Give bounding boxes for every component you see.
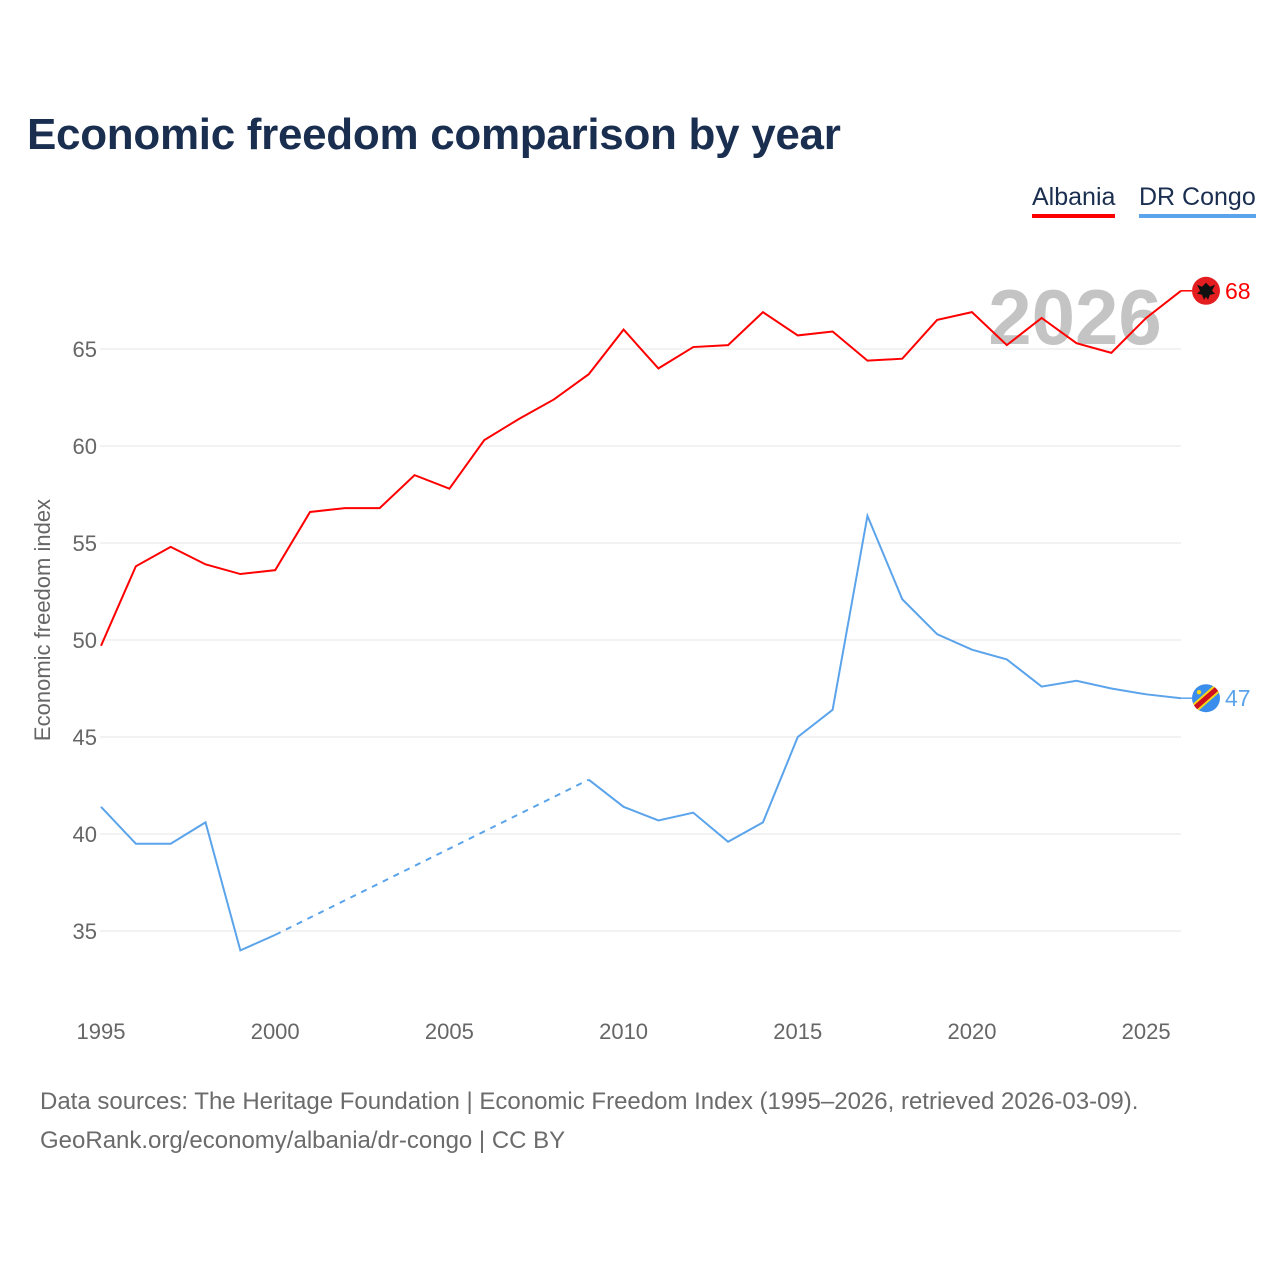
y-tick-label: 35 — [73, 919, 97, 944]
legend-label: Albania — [1032, 183, 1116, 211]
x-tick-label: 2005 — [425, 1019, 474, 1044]
end-value-label-dr-congo: 47 — [1225, 685, 1251, 711]
line-chart: 2026 35 40 45 50 55 60 65 1995 2000 2005 2010 2015 20… — [30, 273, 1251, 1044]
x-tick-label: 1995 — [77, 1019, 126, 1044]
albania-flag-icon — [1192, 276, 1220, 305]
chart-title: Economic freedom comparison by year — [27, 110, 841, 159]
y-tick-label: 55 — [73, 531, 97, 556]
year-watermark: 2026 — [988, 273, 1162, 361]
legend-albania[interactable]: Albania — [1032, 183, 1116, 218]
flag-eagle — [1197, 282, 1215, 300]
x-tick-label: 2010 — [599, 1019, 648, 1044]
x-tick-label: 2000 — [251, 1019, 300, 1044]
y-tick-label: 40 — [73, 822, 97, 847]
y-tick-label: 50 — [73, 628, 97, 653]
series-line-albania — [100, 290, 1182, 647]
flag-star — [1196, 690, 1202, 695]
x-tick-label: 2025 — [1122, 1019, 1171, 1044]
series-line-dr-congo — [588, 512, 1182, 843]
x-tick-label: 2015 — [773, 1019, 822, 1044]
y-tick-label: 45 — [73, 725, 97, 750]
y-axis-label: Economic freedom index — [30, 499, 55, 741]
legend-dr-congo[interactable]: DR Congo — [1139, 183, 1256, 218]
y-tick-label: 65 — [73, 337, 97, 362]
series-line-dr-congo — [100, 806, 276, 952]
footer-url: GeoRank.org/economy/albania/dr-congo | C… — [40, 1127, 566, 1154]
legend-label: DR Congo — [1139, 183, 1256, 211]
dr-congo-flag-icon — [1192, 684, 1220, 713]
x-tick-label: 2020 — [947, 1019, 996, 1044]
footer-sources: Data sources: The Heritage Foundation | … — [40, 1088, 1139, 1115]
end-value-label-albania: 68 — [1225, 278, 1251, 304]
flag-body — [1192, 684, 1220, 713]
y-tick-label: 60 — [73, 434, 97, 459]
series-line-dr-congo-gap — [274, 778, 590, 936]
